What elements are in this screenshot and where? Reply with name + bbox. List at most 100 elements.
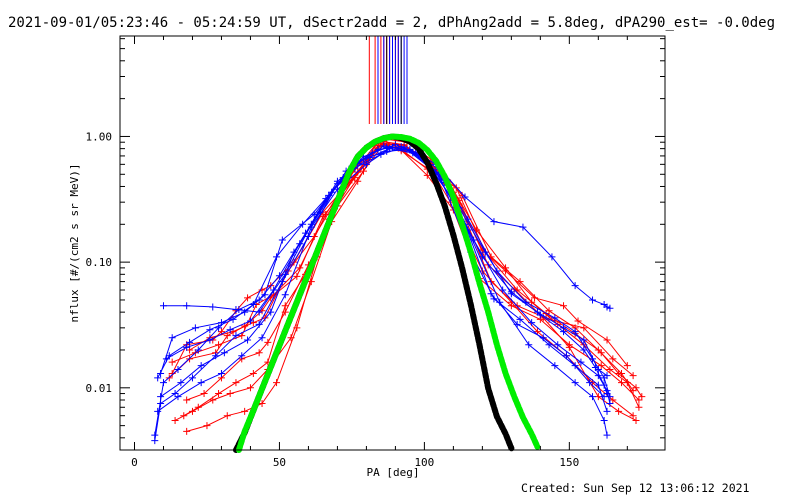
data-point — [226, 326, 234, 334]
data-point — [162, 355, 170, 363]
data-point — [565, 343, 573, 351]
data-point — [383, 147, 391, 155]
data-point — [307, 278, 315, 286]
data-point — [519, 223, 527, 231]
data-point — [206, 326, 214, 334]
data-point — [629, 412, 637, 420]
data-point — [502, 264, 510, 272]
data-point — [255, 349, 263, 357]
data-point — [461, 193, 469, 201]
data-point — [623, 362, 631, 370]
data-point — [597, 349, 605, 357]
data-point — [296, 264, 304, 272]
data-point — [281, 291, 289, 299]
data-point — [206, 336, 214, 344]
series-line — [172, 143, 640, 408]
data-point — [525, 341, 533, 349]
series-line — [160, 144, 611, 404]
data-point — [246, 384, 254, 392]
data-point — [560, 328, 568, 336]
data-point — [296, 240, 304, 248]
data-point — [574, 317, 582, 325]
series-line — [166, 146, 608, 394]
data-point — [591, 364, 599, 372]
page-title: 2021-09-01/05:23:46 - 05:24:59 UT, dSect… — [8, 15, 776, 31]
data-point — [188, 407, 196, 415]
data-point — [261, 291, 269, 299]
series-line — [189, 138, 643, 397]
x-tick-label: 150 — [559, 456, 579, 469]
created-timestamp: Created: Sun Sep 12 13:06:12 2021 — [521, 481, 750, 495]
y-tick-label: 0.10 — [86, 256, 113, 269]
y-tick-label: 1.00 — [86, 130, 113, 143]
data-point — [606, 365, 614, 373]
data-point — [571, 282, 579, 290]
data-point — [171, 416, 179, 424]
data-point — [397, 143, 405, 151]
x-tick-label: 0 — [131, 456, 138, 469]
data-point — [600, 381, 608, 389]
data-point — [609, 396, 617, 404]
data-point — [249, 369, 257, 377]
data-point — [603, 303, 611, 311]
data-point — [478, 253, 486, 261]
data-point — [232, 305, 240, 313]
data-point — [577, 358, 585, 366]
data-point — [609, 355, 617, 363]
series-line — [160, 146, 611, 397]
series-blue-13 — [154, 145, 611, 439]
data-point — [536, 311, 544, 319]
series-line — [168, 144, 628, 379]
data-point — [174, 365, 182, 373]
series-blue-14 — [159, 145, 614, 316]
data-point — [186, 338, 194, 346]
data-point — [623, 379, 631, 387]
data-point — [464, 215, 472, 223]
data-point — [232, 332, 240, 340]
series-blue-11 — [157, 143, 614, 401]
data-point — [606, 393, 614, 401]
data-point — [154, 407, 162, 415]
x-tick-label: 100 — [414, 456, 434, 469]
data-point — [554, 341, 562, 349]
data-point — [197, 362, 205, 370]
data-point — [183, 396, 191, 404]
data-point — [241, 308, 249, 316]
data-point — [562, 352, 570, 360]
data-point — [516, 315, 524, 323]
data-point — [258, 334, 266, 342]
y-tick-label: 0.01 — [86, 382, 113, 395]
data-point — [183, 427, 191, 435]
data-point — [151, 431, 159, 439]
data-point — [174, 393, 182, 401]
data-point — [217, 369, 225, 377]
data-point — [244, 294, 252, 302]
data-point — [215, 390, 223, 398]
data-point — [606, 400, 614, 408]
data-point — [487, 290, 495, 298]
data-point — [603, 336, 611, 344]
data-point — [191, 324, 199, 332]
data-point — [157, 393, 165, 401]
series-blue-15 — [162, 143, 611, 398]
x-axis-label: PA [deg] — [367, 466, 420, 479]
data-point — [545, 307, 553, 315]
data-point — [533, 328, 541, 336]
data-point — [159, 302, 167, 310]
data-point — [589, 393, 597, 401]
data-point — [528, 319, 536, 327]
data-point — [220, 349, 228, 357]
data-point — [496, 298, 504, 306]
data-point — [360, 167, 368, 175]
data-point — [223, 412, 231, 420]
plot-frame — [119, 35, 666, 451]
data-point — [560, 302, 568, 310]
data-point — [293, 272, 301, 280]
data-point — [226, 390, 234, 398]
x-tick-label: 50 — [273, 456, 286, 469]
series-line — [157, 146, 608, 379]
data-point — [551, 314, 559, 322]
series-red-4 — [171, 136, 637, 424]
data-point — [551, 362, 559, 370]
data-point — [632, 384, 640, 392]
